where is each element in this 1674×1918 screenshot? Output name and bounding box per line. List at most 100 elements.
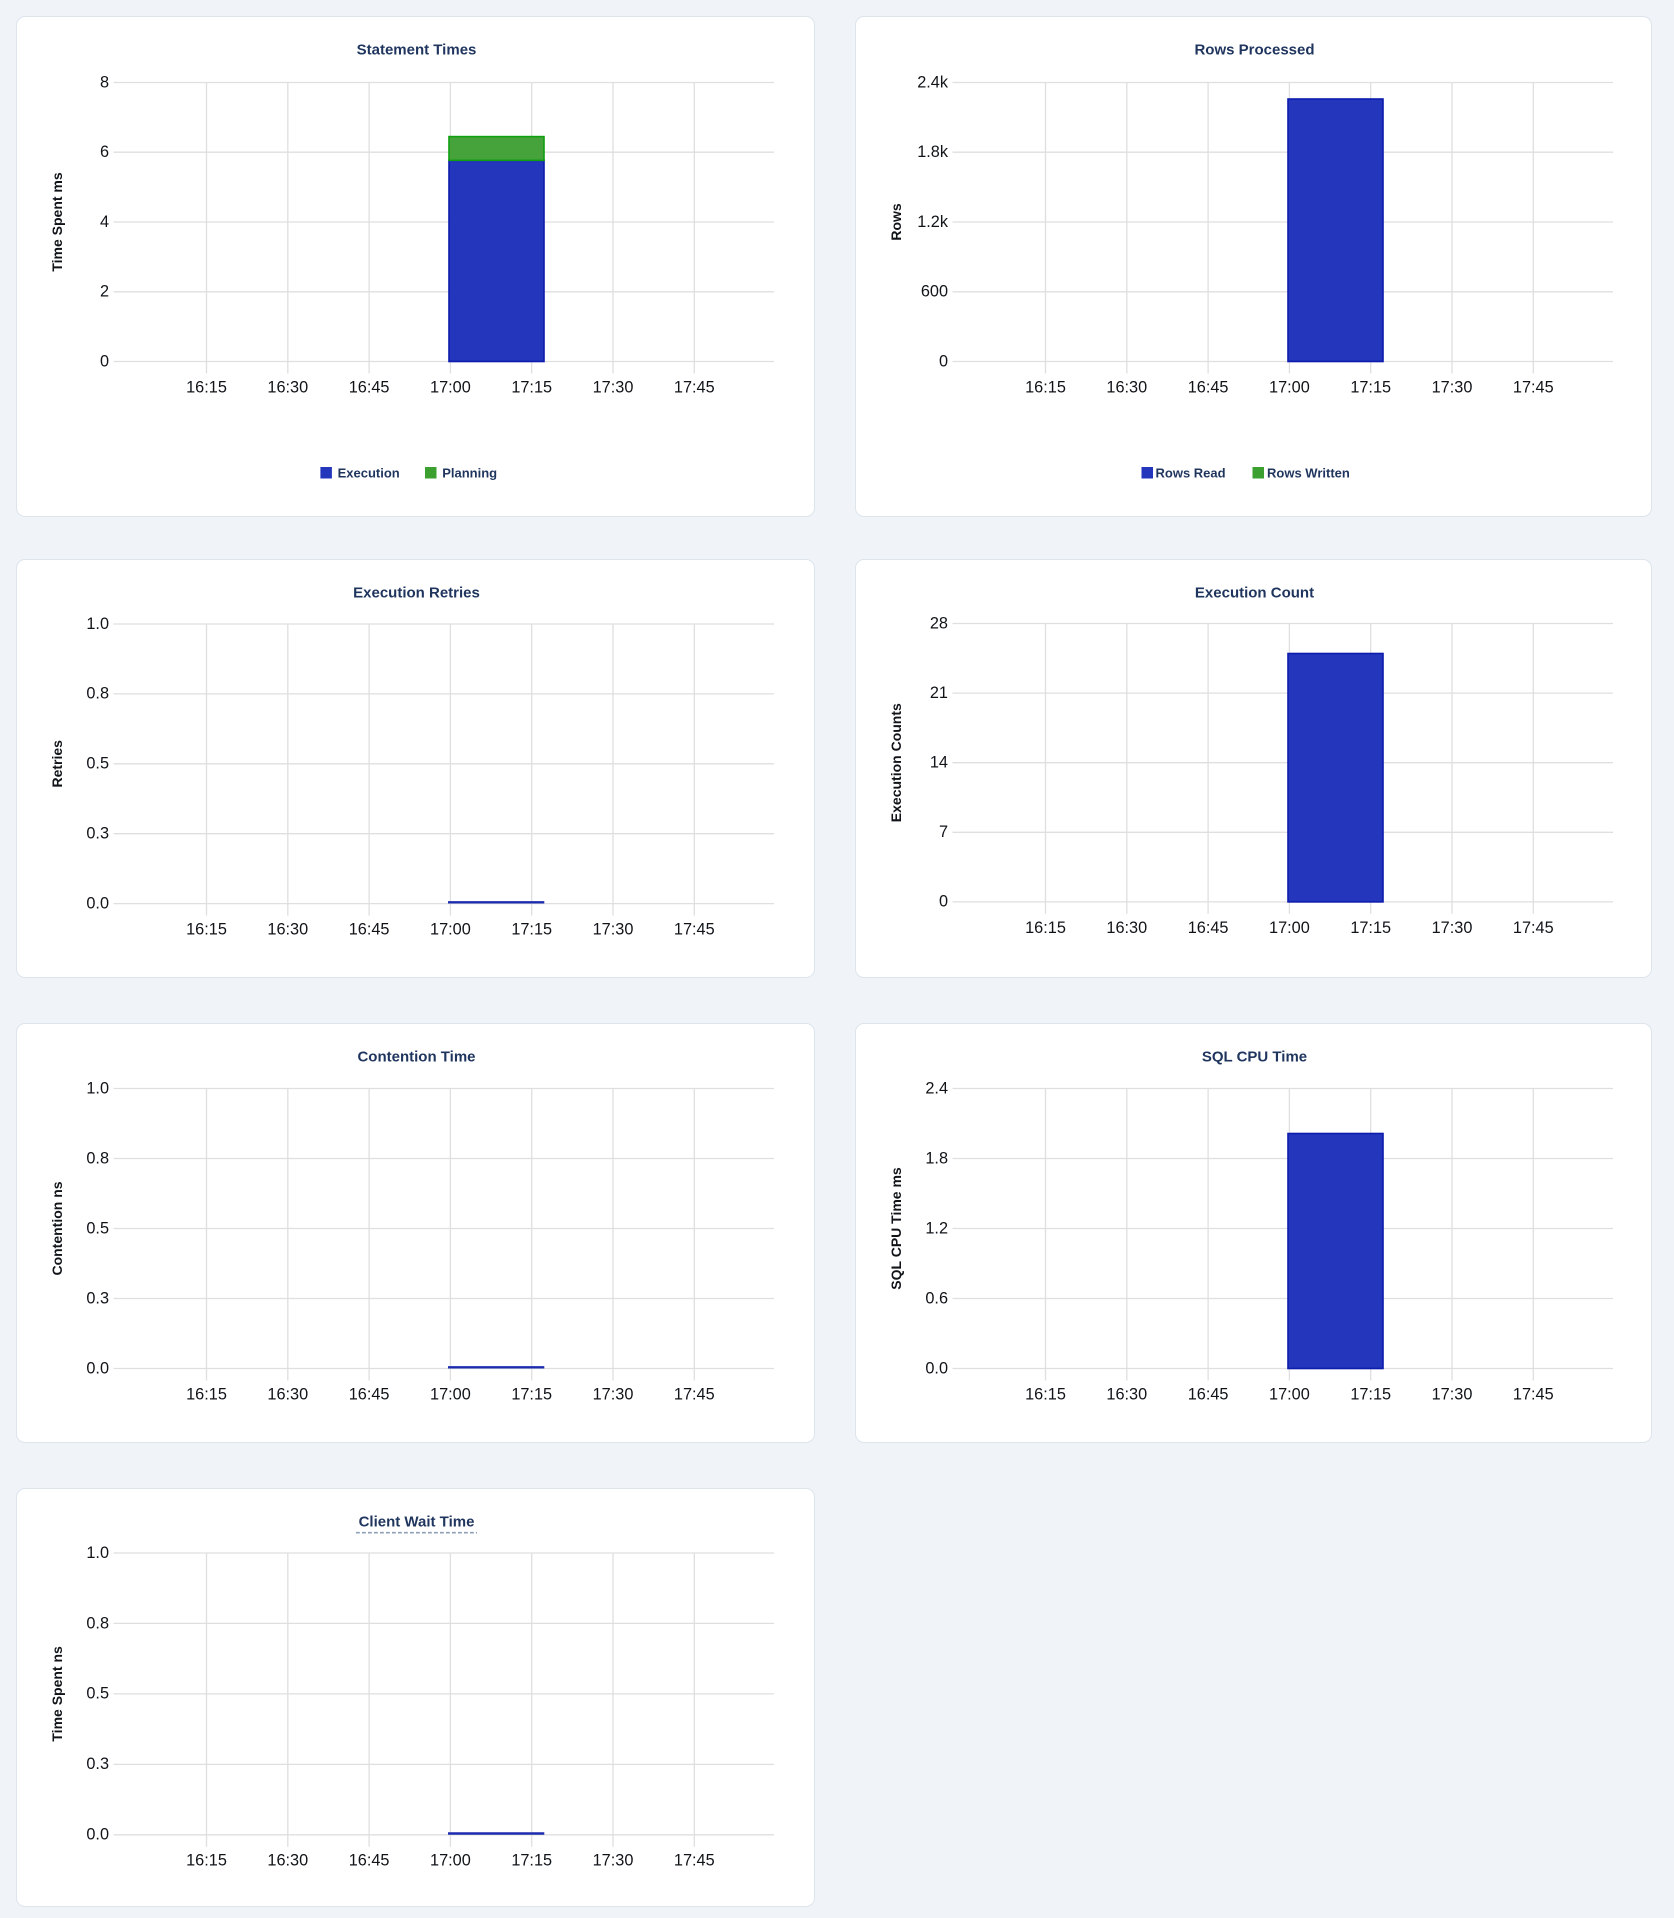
svg-text:17:45: 17:45 xyxy=(1513,1386,1554,1404)
svg-text:1.2k: 1.2k xyxy=(917,213,949,231)
svg-text:17:45: 17:45 xyxy=(674,1852,715,1870)
svg-text:6: 6 xyxy=(100,143,109,161)
svg-text:17:15: 17:15 xyxy=(511,1852,552,1870)
svg-text:17:30: 17:30 xyxy=(1432,1386,1473,1404)
svg-text:16:30: 16:30 xyxy=(267,1852,308,1870)
svg-text:1.0: 1.0 xyxy=(86,1079,109,1097)
svg-text:Contention ns: Contention ns xyxy=(49,1181,65,1275)
svg-text:SQL CPU Time: SQL CPU Time xyxy=(1202,1049,1307,1066)
svg-text:0.5: 0.5 xyxy=(86,1685,109,1703)
svg-text:16:45: 16:45 xyxy=(1188,919,1229,937)
svg-text:17:45: 17:45 xyxy=(674,1386,715,1404)
svg-text:17:45: 17:45 xyxy=(674,379,715,397)
svg-text:16:15: 16:15 xyxy=(1025,919,1066,937)
svg-text:17:00: 17:00 xyxy=(430,379,471,397)
svg-text:1.8k: 1.8k xyxy=(917,143,949,161)
svg-text:17:15: 17:15 xyxy=(511,1386,552,1404)
svg-text:0.0: 0.0 xyxy=(86,1359,109,1377)
svg-text:Client Wait Time: Client Wait Time xyxy=(359,1514,475,1531)
svg-text:0.8: 0.8 xyxy=(86,1149,109,1167)
svg-text:0.0: 0.0 xyxy=(86,894,109,912)
svg-text:Time Spent ns: Time Spent ns xyxy=(49,1646,65,1742)
svg-text:16:30: 16:30 xyxy=(267,379,308,397)
svg-text:0.0: 0.0 xyxy=(86,1826,109,1844)
svg-text:16:15: 16:15 xyxy=(1025,1386,1066,1404)
svg-text:Execution: Execution xyxy=(338,465,400,480)
svg-text:17:00: 17:00 xyxy=(430,921,471,939)
svg-text:17:45: 17:45 xyxy=(1513,919,1554,937)
svg-text:Statement Times: Statement Times xyxy=(357,42,477,59)
svg-text:17:15: 17:15 xyxy=(1350,379,1391,397)
svg-text:600: 600 xyxy=(921,283,948,301)
svg-text:7: 7 xyxy=(939,823,948,841)
svg-text:16:30: 16:30 xyxy=(1106,1386,1147,1404)
svg-text:16:15: 16:15 xyxy=(186,379,227,397)
svg-text:0.3: 0.3 xyxy=(86,1289,109,1307)
svg-text:Time Spent ms: Time Spent ms xyxy=(49,172,65,272)
svg-text:16:30: 16:30 xyxy=(267,1386,308,1404)
svg-text:0.3: 0.3 xyxy=(86,825,109,843)
svg-text:16:45: 16:45 xyxy=(349,921,390,939)
svg-text:17:30: 17:30 xyxy=(593,1852,634,1870)
svg-text:Planning: Planning xyxy=(442,465,497,480)
svg-text:16:45: 16:45 xyxy=(1188,1386,1229,1404)
svg-text:17:30: 17:30 xyxy=(593,921,634,939)
svg-text:8: 8 xyxy=(100,73,109,91)
svg-text:2.4k: 2.4k xyxy=(917,73,949,91)
svg-text:Rows Written: Rows Written xyxy=(1267,465,1350,480)
svg-text:17:45: 17:45 xyxy=(1513,379,1554,397)
svg-text:17:30: 17:30 xyxy=(593,1386,634,1404)
svg-text:17:00: 17:00 xyxy=(1269,1386,1310,1404)
svg-text:0.5: 0.5 xyxy=(86,755,109,773)
svg-text:0: 0 xyxy=(939,893,948,911)
svg-text:0.6: 0.6 xyxy=(925,1289,948,1307)
svg-text:4: 4 xyxy=(100,213,109,231)
svg-text:0: 0 xyxy=(939,352,948,370)
svg-text:16:15: 16:15 xyxy=(186,1386,227,1404)
svg-text:17:15: 17:15 xyxy=(1350,1386,1391,1404)
svg-text:2: 2 xyxy=(100,283,109,301)
svg-text:17:45: 17:45 xyxy=(674,921,715,939)
svg-text:Execution Count: Execution Count xyxy=(1195,585,1314,602)
svg-text:17:15: 17:15 xyxy=(511,379,552,397)
svg-text:17:30: 17:30 xyxy=(1432,379,1473,397)
svg-text:Execution Counts: Execution Counts xyxy=(888,703,904,822)
svg-text:Rows: Rows xyxy=(888,203,904,241)
svg-text:0.0: 0.0 xyxy=(925,1359,948,1377)
svg-text:Rows Read: Rows Read xyxy=(1156,465,1226,480)
svg-text:0.8: 0.8 xyxy=(86,685,109,703)
svg-text:16:45: 16:45 xyxy=(1188,379,1229,397)
svg-text:17:00: 17:00 xyxy=(430,1852,471,1870)
svg-text:1.2: 1.2 xyxy=(925,1219,948,1237)
svg-text:17:15: 17:15 xyxy=(511,921,552,939)
svg-text:16:45: 16:45 xyxy=(349,379,390,397)
svg-text:0: 0 xyxy=(100,352,109,370)
svg-text:2.4: 2.4 xyxy=(925,1079,948,1097)
svg-text:17:15: 17:15 xyxy=(1350,919,1391,937)
svg-text:Execution Retries: Execution Retries xyxy=(353,585,480,602)
svg-text:16:30: 16:30 xyxy=(1106,919,1147,937)
svg-text:17:00: 17:00 xyxy=(1269,379,1310,397)
svg-text:17:00: 17:00 xyxy=(430,1386,471,1404)
svg-text:SQL CPU Time ms: SQL CPU Time ms xyxy=(888,1167,904,1290)
svg-text:0.5: 0.5 xyxy=(86,1219,109,1237)
svg-text:17:30: 17:30 xyxy=(1432,919,1473,937)
svg-text:1.0: 1.0 xyxy=(86,1544,109,1562)
svg-text:16:15: 16:15 xyxy=(186,921,227,939)
svg-text:17:00: 17:00 xyxy=(1269,919,1310,937)
svg-text:21: 21 xyxy=(930,684,948,702)
svg-text:16:15: 16:15 xyxy=(186,1852,227,1870)
svg-text:28: 28 xyxy=(930,614,948,632)
svg-text:16:15: 16:15 xyxy=(1025,379,1066,397)
svg-text:16:30: 16:30 xyxy=(1106,379,1147,397)
svg-text:Contention Time: Contention Time xyxy=(357,1049,475,1066)
svg-text:1.8: 1.8 xyxy=(925,1149,948,1167)
svg-text:16:30: 16:30 xyxy=(267,921,308,939)
svg-text:1.0: 1.0 xyxy=(86,615,109,633)
svg-text:0.8: 0.8 xyxy=(86,1614,109,1632)
svg-text:14: 14 xyxy=(930,754,948,772)
svg-text:Rows Processed: Rows Processed xyxy=(1194,42,1314,59)
svg-text:16:45: 16:45 xyxy=(349,1386,390,1404)
svg-text:Retries: Retries xyxy=(49,740,65,788)
svg-text:0.3: 0.3 xyxy=(86,1755,109,1773)
